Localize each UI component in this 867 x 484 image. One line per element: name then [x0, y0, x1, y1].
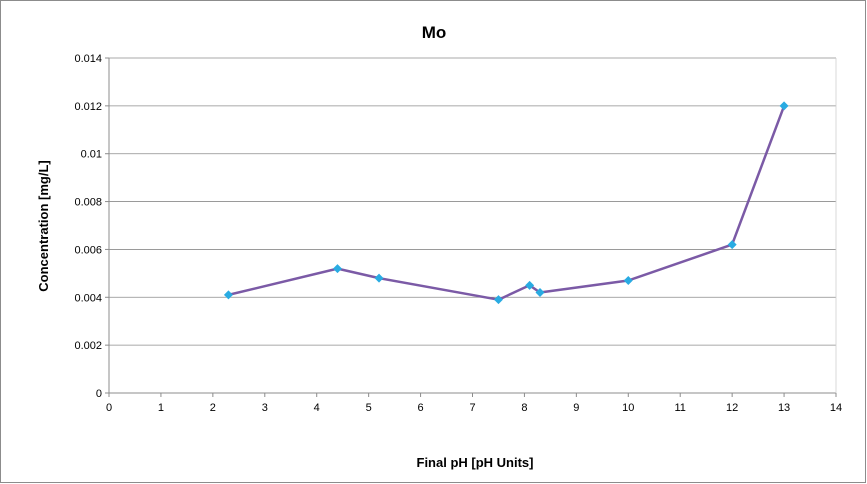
x-tick-label: 9	[573, 402, 579, 414]
x-tick-label: 10	[622, 402, 634, 414]
x-tick-label: 13	[778, 402, 790, 414]
y-tick-label: 0.002	[74, 340, 102, 352]
data-point-marker	[525, 280, 535, 290]
series-line	[228, 105, 786, 301]
x-tick-label: 2	[210, 402, 216, 414]
data-point-marker	[332, 264, 342, 274]
y-tick-label: 0.004	[74, 292, 102, 304]
x-tick-label: 6	[418, 402, 424, 414]
x-tick-label: 4	[314, 402, 320, 414]
gridlines	[109, 57, 836, 346]
data-series	[223, 101, 789, 305]
data-point-marker	[623, 276, 633, 286]
x-tick-label: 0	[106, 402, 112, 414]
chart-title: Mo	[422, 23, 447, 42]
y-tick-label: 0.008	[74, 197, 102, 209]
y-tick-label: 0.006	[74, 244, 102, 256]
x-axis-title: Final pH [pH Units]	[417, 455, 534, 470]
x-tick-label: 14	[830, 402, 842, 414]
data-point-marker	[779, 101, 789, 111]
data-point-marker	[535, 288, 545, 297]
y-tick-label: 0	[96, 388, 102, 400]
x-tick-label: 1	[158, 402, 164, 414]
data-point-marker	[223, 290, 233, 300]
y-tick-label: 0.012	[74, 101, 102, 113]
x-tick-label: 7	[469, 402, 475, 414]
data-point-marker	[374, 273, 384, 283]
x-tick-label: 11	[675, 402, 686, 414]
x-tick-label: 5	[366, 402, 372, 414]
x-tick-label: 12	[726, 402, 738, 414]
y-tick-label: 0.014	[74, 53, 102, 65]
data-point-marker	[493, 295, 503, 305]
y-axis-title: Concentration [mg/L]	[36, 160, 51, 291]
data-point-marker	[727, 240, 737, 250]
x-tick-label: 8	[521, 402, 527, 414]
x-tick-label: 3	[262, 402, 268, 414]
y-tick-label: 0.01	[81, 149, 102, 161]
